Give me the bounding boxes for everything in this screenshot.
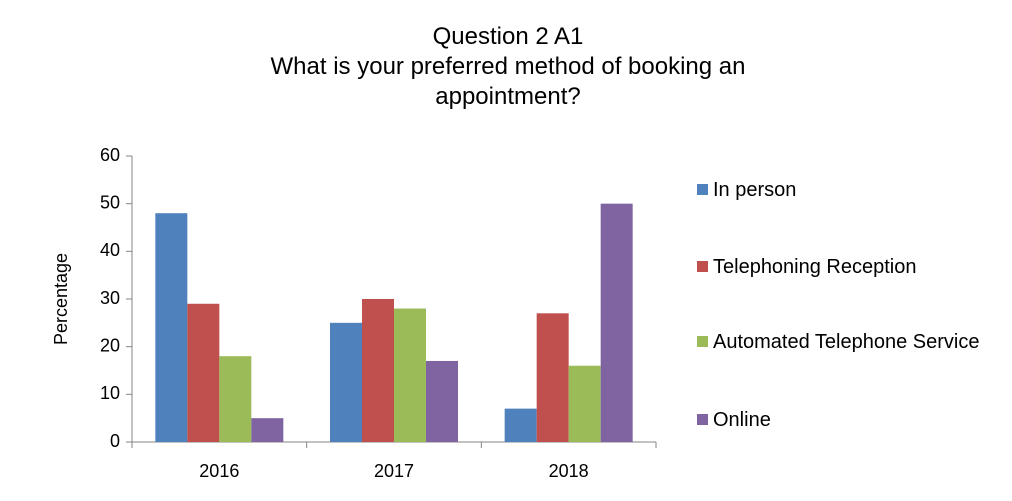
chart-title: Question 2 A1 — [432, 23, 584, 50]
bar — [155, 213, 188, 442]
y-tick-label: 10 — [100, 383, 120, 403]
bar — [219, 356, 252, 442]
bar — [536, 313, 569, 442]
bar — [504, 408, 537, 442]
legend-label: Online — [713, 409, 771, 431]
y-tick-label: 0 — [110, 431, 120, 451]
y-axis-label: Percentage — [51, 253, 71, 345]
legend-swatch — [697, 184, 708, 195]
bar — [394, 308, 426, 442]
bar — [600, 203, 633, 442]
x-tick-label: 2018 — [549, 461, 589, 481]
y-tick-label: 30 — [100, 288, 120, 308]
y-tick-label: 20 — [100, 335, 120, 355]
legend-label: Telephoning Reception — [713, 256, 917, 278]
chart-subtitle: What is your preferred method of booking… — [270, 53, 746, 110]
y-tick-label: 50 — [100, 192, 120, 212]
legend-label: In person — [713, 179, 797, 201]
bar — [251, 418, 284, 442]
bar — [330, 322, 362, 442]
bar — [362, 299, 394, 442]
legend-swatch — [697, 261, 708, 272]
y-tick-label: 60 — [100, 145, 120, 165]
legend-swatch — [697, 414, 708, 425]
y-tick-label: 40 — [100, 240, 120, 260]
legend-swatch — [697, 336, 708, 347]
bar — [426, 360, 458, 442]
bar — [187, 303, 220, 442]
x-tick-label: 2016 — [199, 461, 239, 481]
x-tick-label: 2017 — [374, 461, 414, 481]
legend-label: Automated Telephone Service — [713, 331, 980, 353]
bar — [568, 365, 601, 442]
